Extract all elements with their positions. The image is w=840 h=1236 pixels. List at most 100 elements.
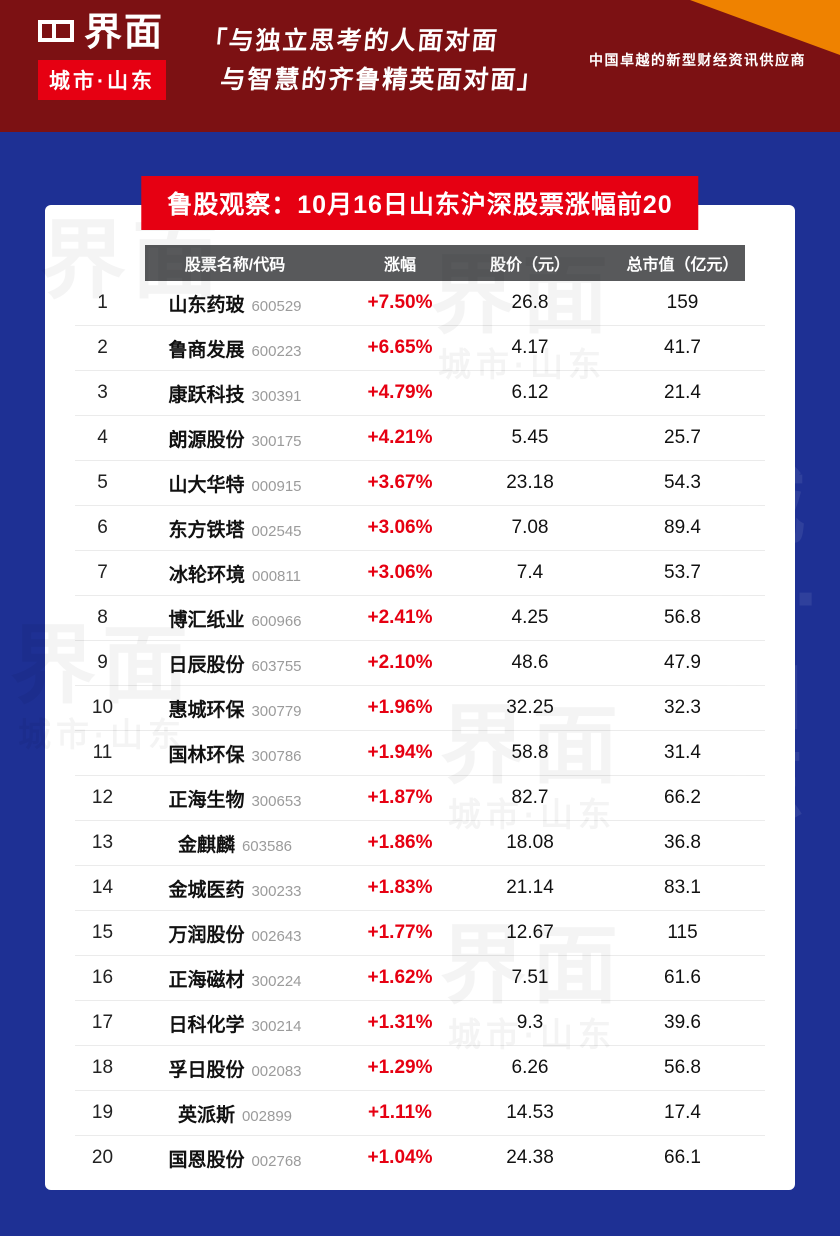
price-cell: 14.53 (506, 1102, 554, 1123)
rank-cell: 10 (91, 697, 114, 718)
marketcap-cell: 89.4 (664, 517, 701, 538)
marketcap-cell: 56.8 (664, 1057, 701, 1078)
table-row: 2 鲁商发展 600223 +6.65% 4.17 41.7 (75, 326, 765, 371)
price-cell: 12.67 (506, 922, 554, 943)
name-cell: 日科化学 300214 (130, 1010, 340, 1037)
table-row: 8 博汇纸业 600966 +2.41% 4.25 56.8 (75, 596, 765, 641)
stock-name: 日科化学 (168, 1014, 245, 1036)
marketcap-cell: 61.6 (664, 967, 701, 988)
price-cell: 4.17 (511, 337, 549, 358)
change-cell: +1.31% (367, 1012, 433, 1033)
table-row: 13 金麒麟 603586 +1.86% 18.08 36.8 (75, 821, 765, 866)
stock-name: 东方铁塔 (168, 519, 245, 541)
stock-code: 300233 (251, 882, 302, 900)
stock-code: 600966 (251, 612, 302, 630)
rank-cell: 16 (91, 967, 114, 988)
stock-name: 康跃科技 (168, 384, 245, 406)
name-cell: 山东药玻 600529 (130, 290, 340, 317)
rank-cell: 3 (97, 382, 108, 403)
name-cell: 山大华特 000915 (130, 470, 340, 497)
rank-cell: 6 (97, 517, 108, 538)
change-cell: +4.21% (367, 427, 433, 448)
stock-name: 国恩股份 (168, 1149, 245, 1171)
marketcap-cell: 32.3 (664, 697, 701, 718)
marketcap-cell: 21.4 (664, 382, 701, 403)
stock-name: 正海磁材 (168, 969, 245, 991)
jiemian-logo-icon (38, 18, 76, 48)
price-cell: 6.12 (511, 382, 549, 403)
price-cell: 26.8 (511, 292, 549, 313)
stock-table-card: 股票名称/代码 涨幅 股价（元） 总市值（亿元） 1 山东药玻 600529 +7… (45, 205, 795, 1190)
stock-name: 正海生物 (168, 789, 245, 811)
change-cell: +1.86% (367, 832, 433, 853)
table-row: 1 山东药玻 600529 +7.50% 26.8 159 (75, 281, 765, 326)
name-cell: 日辰股份 603755 (130, 650, 340, 677)
header-tagline: 中国卓越的新型财经资讯供应商 (589, 52, 806, 68)
table-row: 18 孚日股份 002083 +1.29% 6.26 56.8 (75, 1046, 765, 1091)
name-cell: 正海磁材 300224 (130, 965, 340, 992)
marketcap-cell: 54.3 (664, 472, 701, 493)
logo-text: 界面 (84, 12, 165, 54)
change-cell: +7.50% (367, 292, 433, 313)
jiemian-logo-block: 界面 城市·山东 (38, 14, 166, 100)
column-header-change: 涨幅 (383, 257, 416, 274)
name-cell: 正海生物 300653 (130, 785, 340, 812)
name-cell: 东方铁塔 002545 (130, 515, 340, 542)
stock-code: 603586 (241, 837, 293, 855)
change-cell: +2.41% (367, 607, 433, 628)
rank-cell: 7 (97, 562, 108, 583)
marketcap-cell: 47.9 (664, 652, 701, 673)
price-cell: 9.3 (516, 1012, 544, 1033)
rank-cell: 14 (91, 877, 114, 898)
column-header-name: 股票名称/代码 (184, 257, 286, 274)
stock-code: 603755 (251, 657, 302, 675)
name-cell: 金城医药 300233 (130, 875, 340, 902)
rank-cell: 4 (97, 427, 108, 448)
header-quote-line1: 「与独立思考的人面对面 (200, 27, 500, 55)
stock-name: 金麒麟 (177, 834, 235, 856)
rank-cell: 17 (91, 1012, 114, 1033)
price-cell: 23.18 (506, 472, 554, 493)
marketcap-cell: 53.7 (664, 562, 701, 583)
stock-name: 山大华特 (168, 474, 245, 496)
stock-code: 600223 (251, 342, 302, 360)
header-quote-line2: 与智慧的齐鲁精英面对面」 (219, 65, 546, 94)
marketcap-cell: 25.7 (664, 427, 701, 448)
stock-code: 002643 (251, 927, 302, 945)
stock-name: 金城医药 (168, 879, 245, 901)
marketcap-cell: 17.4 (664, 1102, 701, 1123)
table-header-row: 股票名称/代码 涨幅 股价（元） 总市值（亿元） (75, 245, 765, 281)
stock-name: 惠城环保 (168, 699, 245, 721)
top-header-band: 界面 城市·山东 「与独立思考的人面对面 与智慧的齐鲁精英面对面」 中国卓越的新… (0, 0, 840, 132)
stock-code: 300391 (251, 387, 302, 405)
rank-cell: 8 (97, 607, 108, 628)
table-row: 9 日辰股份 603755 +2.10% 48.6 47.9 (75, 641, 765, 686)
name-cell: 万润股份 002643 (130, 920, 340, 947)
rank-cell: 18 (91, 1057, 114, 1078)
marketcap-cell: 39.6 (664, 1012, 701, 1033)
table-row: 10 惠城环保 300779 +1.96% 32.25 32.3 (75, 686, 765, 731)
marketcap-cell: 66.1 (664, 1147, 701, 1168)
rank-cell: 13 (91, 832, 114, 853)
table-row: 14 金城医药 300233 +1.83% 21.14 83.1 (75, 866, 765, 911)
change-cell: +3.67% (367, 472, 433, 493)
stock-name: 万润股份 (168, 924, 245, 946)
name-cell: 国恩股份 002768 (130, 1145, 340, 1172)
stock-code: 300175 (251, 432, 302, 450)
rank-cell: 19 (91, 1102, 114, 1123)
stock-code: 300653 (251, 792, 302, 810)
change-cell: +3.06% (367, 517, 433, 538)
marketcap-cell: 36.8 (664, 832, 701, 853)
name-cell: 朗源股份 300175 (130, 425, 340, 452)
price-cell: 24.38 (506, 1147, 554, 1168)
table-row: 16 正海磁材 300224 +1.62% 7.51 61.6 (75, 956, 765, 1001)
stock-code: 000811 (252, 567, 301, 585)
table-row: 17 日科化学 300214 +1.31% 9.3 39.6 (75, 1001, 765, 1046)
stock-code: 600529 (251, 297, 302, 315)
stock-name: 日辰股份 (168, 654, 245, 676)
title-banner: 鲁股观察：10月16日山东沪深股票涨幅前20 (141, 176, 699, 230)
marketcap-cell: 31.4 (664, 742, 701, 763)
price-cell: 7.51 (511, 967, 549, 988)
price-cell: 82.7 (511, 787, 549, 808)
change-cell: +1.87% (367, 787, 433, 808)
